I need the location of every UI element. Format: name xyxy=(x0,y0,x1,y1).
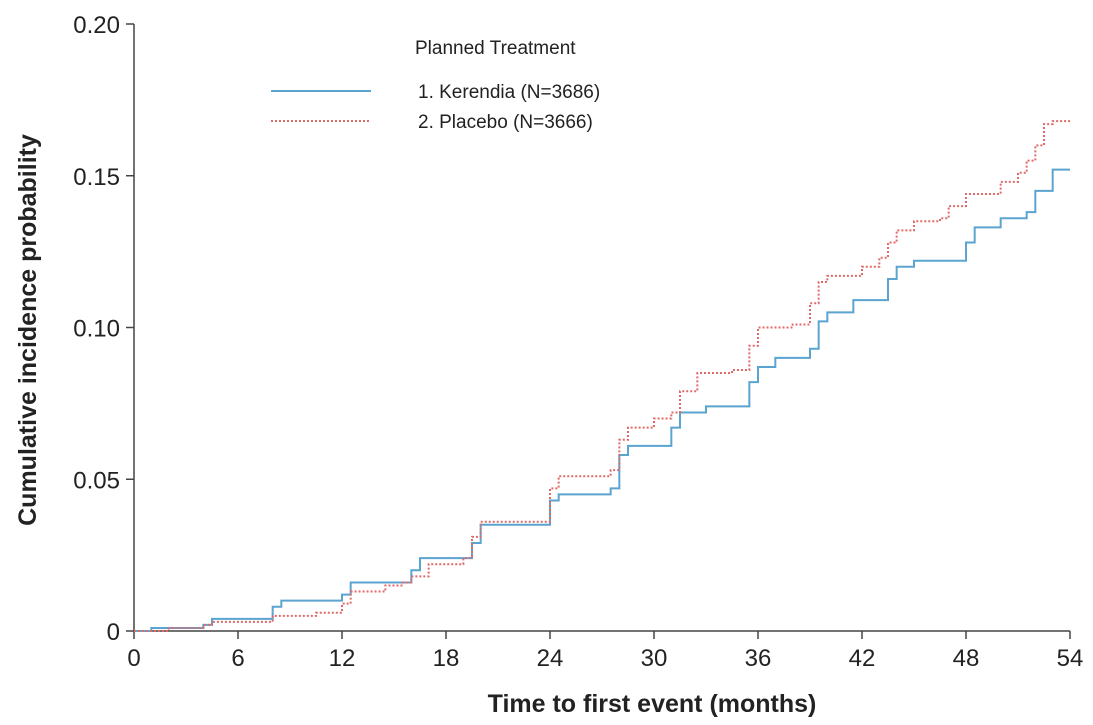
y-ticks: 0 0.05 0.10 0.15 0.20 xyxy=(73,12,134,646)
x-tick-label: 54 xyxy=(1057,645,1084,672)
x-tick-label: 0 xyxy=(127,645,140,672)
x-axis-title: Time to first event (months) xyxy=(488,690,817,718)
legend-title: Planned Treatment xyxy=(415,38,576,59)
x-tick-label: 42 xyxy=(849,645,876,672)
y-tick-label: 0.15 xyxy=(73,164,120,191)
legend-label-placebo: 2. Placebo (N=3666) xyxy=(418,112,593,133)
y-tick-label: 0.05 xyxy=(73,467,120,494)
x-ticks: 0 6 12 18 24 30 36 42 48 54 xyxy=(127,631,1083,672)
y-axis-title: Cumulative incidence probability xyxy=(14,134,42,526)
series-line-kerendia xyxy=(134,168,1070,632)
axes xyxy=(133,24,1070,632)
x-tick-label: 6 xyxy=(231,645,244,672)
legend: Planned Treatment 1. Kerendia (N=3686) 2… xyxy=(271,38,600,133)
y-tick-label: 0 xyxy=(107,619,120,646)
y-tick-label: 0.20 xyxy=(73,12,120,39)
x-tick-label: 12 xyxy=(329,645,356,672)
y-tick-label: 0.10 xyxy=(73,316,120,343)
legend-label-kerendia: 1. Kerendia (N=3686) xyxy=(418,82,600,103)
x-tick-label: 36 xyxy=(745,645,772,672)
series-line-placebo xyxy=(134,120,1070,632)
x-tick-label: 30 xyxy=(641,645,668,672)
x-tick-label: 18 xyxy=(433,645,460,672)
x-tick-label: 24 xyxy=(537,645,564,672)
x-tick-label: 48 xyxy=(953,645,980,672)
series-layer xyxy=(134,120,1070,632)
